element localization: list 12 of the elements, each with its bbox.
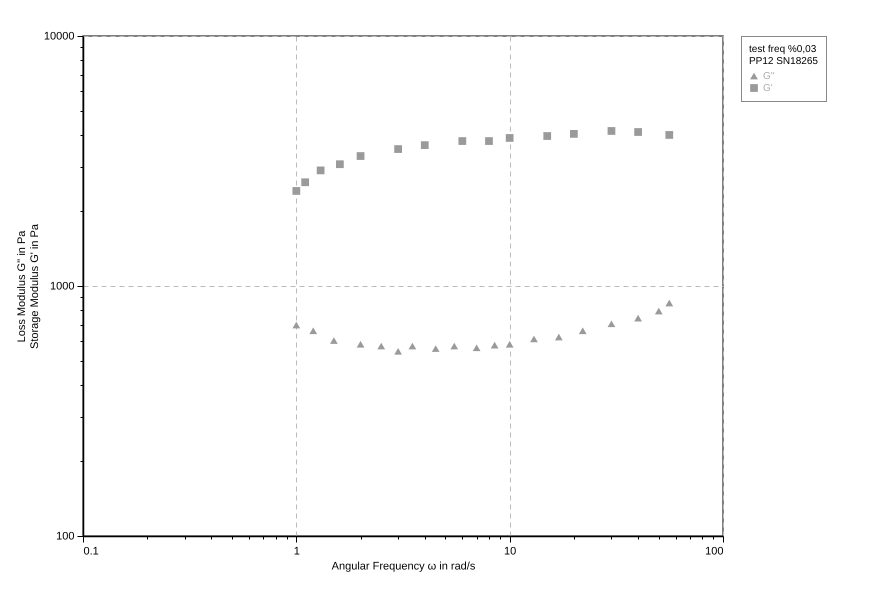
x-axis-title: Angular Frequency ω in rad/s: [332, 560, 476, 572]
x-tick-label: 10: [504, 546, 516, 558]
y-tick-label: 10000: [44, 30, 74, 42]
y-tick-label: 1000: [50, 280, 74, 292]
legend-title: test freq %0,03 PP12 SN18265: [749, 44, 818, 67]
x-tick-label: 100: [705, 546, 724, 558]
y-tick-label: 100: [56, 530, 74, 542]
legend-label: G': [763, 83, 773, 94]
legend-label: G'': [763, 71, 775, 82]
x-tick-label: 1: [294, 546, 300, 558]
x-tick-label: 0.1: [84, 546, 99, 558]
y-axis-title: Loss Modulus G'' in Pa Storage Modulus G' in Pa: [16, 223, 41, 350]
